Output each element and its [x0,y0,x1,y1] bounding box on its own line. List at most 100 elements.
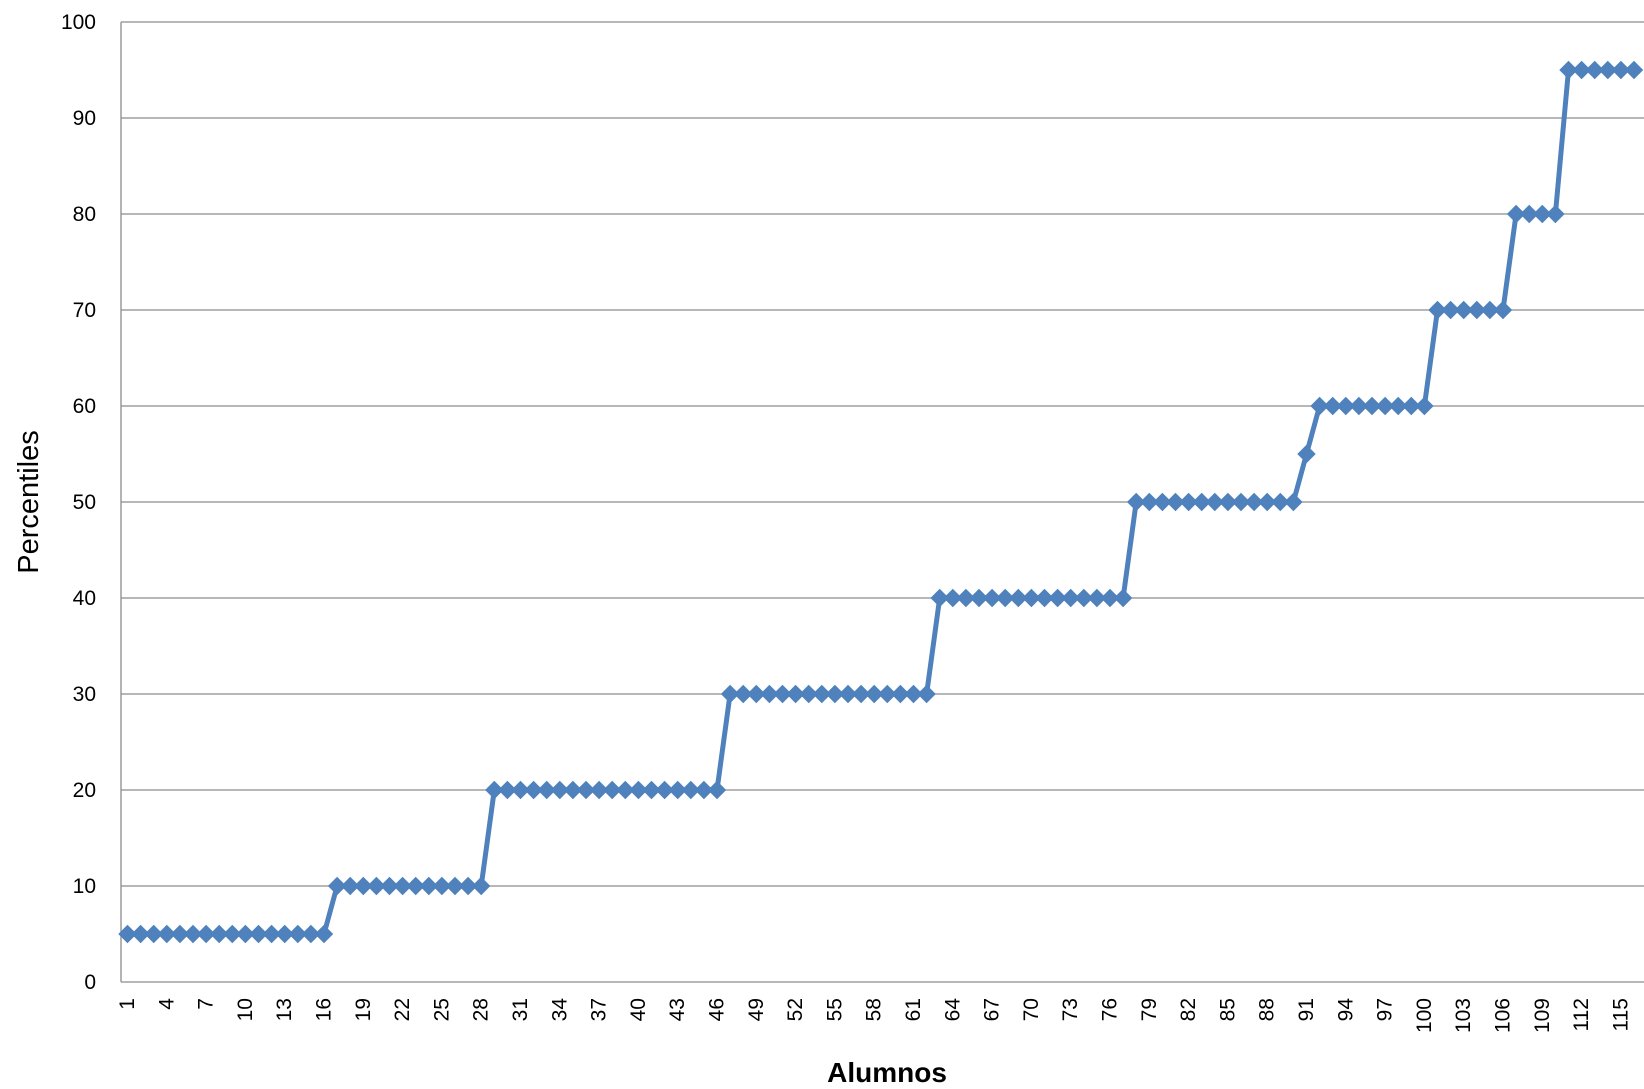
data-point-marker [1323,396,1342,416]
data-point-marker [406,876,425,896]
data-point-marker [340,876,360,896]
data-point-marker [1009,588,1028,608]
y-tick-label: 70 [73,299,96,322]
x-tick-label: 40 [627,998,650,1021]
data-point-marker [249,924,268,944]
x-tick-label: 115 [1609,998,1632,1031]
data-point-marker [1244,492,1264,512]
x-tick-label: 25 [430,998,453,1021]
data-point-marker [1022,588,1041,608]
x-tick-label: 91 [1295,998,1318,1021]
x-tick-label: 31 [509,998,532,1021]
data-point-marker [498,780,517,800]
data-point-marker [825,684,845,704]
x-tick-label: 46 [706,998,729,1021]
data-point-marker [1140,492,1159,512]
x-tick-label: 28 [470,998,493,1021]
data-point-marker [1375,396,1395,416]
data-point-marker [1349,396,1369,416]
data-point-marker [471,876,491,896]
x-tick-label: 55 [823,998,846,1021]
x-tick-label: 112 [1570,998,1593,1031]
data-point-marker [668,780,687,800]
data-point-marker [144,924,163,944]
data-point-marker [681,780,701,800]
data-point-marker [288,924,308,944]
x-tick-label: 1 [116,998,139,1010]
data-point-marker [891,684,910,704]
data-point-marker [760,684,779,704]
data-point-marker [419,876,439,896]
data-point-marker [1598,60,1618,80]
data-point-marker [1559,60,1578,80]
data-point-marker [1061,588,1080,608]
data-point-marker [799,684,818,704]
data-point-marker [943,588,963,608]
x-tick-label: 64 [941,998,964,1022]
data-point-marker [209,924,229,944]
x-tick-label: 61 [902,998,925,1021]
x-tick-label: 4 [155,998,178,1010]
data-point-marker [773,684,792,704]
data-point-marker [301,924,321,944]
data-point-marker [1074,588,1094,608]
data-point-marker [904,684,923,704]
y-tick-label: 60 [73,395,96,418]
data-point-marker [1467,300,1487,320]
data-point-marker [170,924,190,944]
data-point-marker [878,684,897,704]
y-tick-label: 20 [73,779,96,802]
x-tick-label: 109 [1531,998,1554,1033]
data-point-marker [655,780,674,800]
data-point-marker [1297,444,1316,464]
data-point-marker [1310,396,1329,416]
data-point-marker [1231,492,1251,512]
data-point-marker [917,684,936,704]
x-tick-label: 34 [548,998,571,1022]
x-tick-label: 70 [1020,998,1043,1021]
y-tick-label: 40 [73,587,96,610]
data-point-marker [707,780,727,800]
y-tick-label: 30 [73,683,96,706]
data-point-marker [1441,300,1460,320]
data-point-marker [550,780,570,800]
data-point-marker [1415,396,1434,416]
x-tick-label: 13 [273,998,296,1021]
data-point-marker [327,876,347,896]
y-tick-label: 0 [84,971,96,994]
data-point-marker [1572,60,1591,80]
data-point-marker [1506,204,1526,224]
y-axis-label: Percentiles [13,430,45,573]
data-point-marker [183,924,203,944]
data-point-marker [1205,492,1225,512]
data-point-marker [1493,300,1513,320]
y-tick-label: 10 [73,875,96,898]
data-point-marker [1428,300,1447,320]
x-tick-label: 79 [1138,998,1161,1021]
y-tick-label: 90 [73,107,96,130]
data-point-marker [930,588,949,608]
data-point-marker [589,780,609,800]
data-point-marker [1519,204,1539,224]
data-point-marker [956,588,976,608]
data-point-marker [1166,492,1185,512]
data-point-marker [1362,396,1382,416]
data-point-marker [720,684,740,704]
data-point-marker [1336,396,1356,416]
data-point-marker [1284,492,1303,512]
x-tick-label: 106 [1492,998,1515,1033]
x-tick-label: 103 [1452,998,1475,1033]
x-tick-labels: 1 4 7 10 13 16 19 22 25 28 31 34 37 40 43 46 49 52 55 58 61 6… [116,998,1632,1033]
x-tick-label: 88 [1256,998,1279,1021]
data-point-marker [642,780,661,800]
data-point-marker [223,924,242,944]
data-point-marker [314,924,334,944]
data-point-marker [1454,300,1473,320]
y-tick-label: 80 [73,203,96,226]
data-point-marker [458,876,478,896]
data-point-marker [851,684,871,704]
data-point-marker [262,924,281,944]
data-point-marker [747,684,766,704]
x-tick-label: 85 [1216,998,1239,1021]
x-tick-label: 10 [234,998,257,1021]
